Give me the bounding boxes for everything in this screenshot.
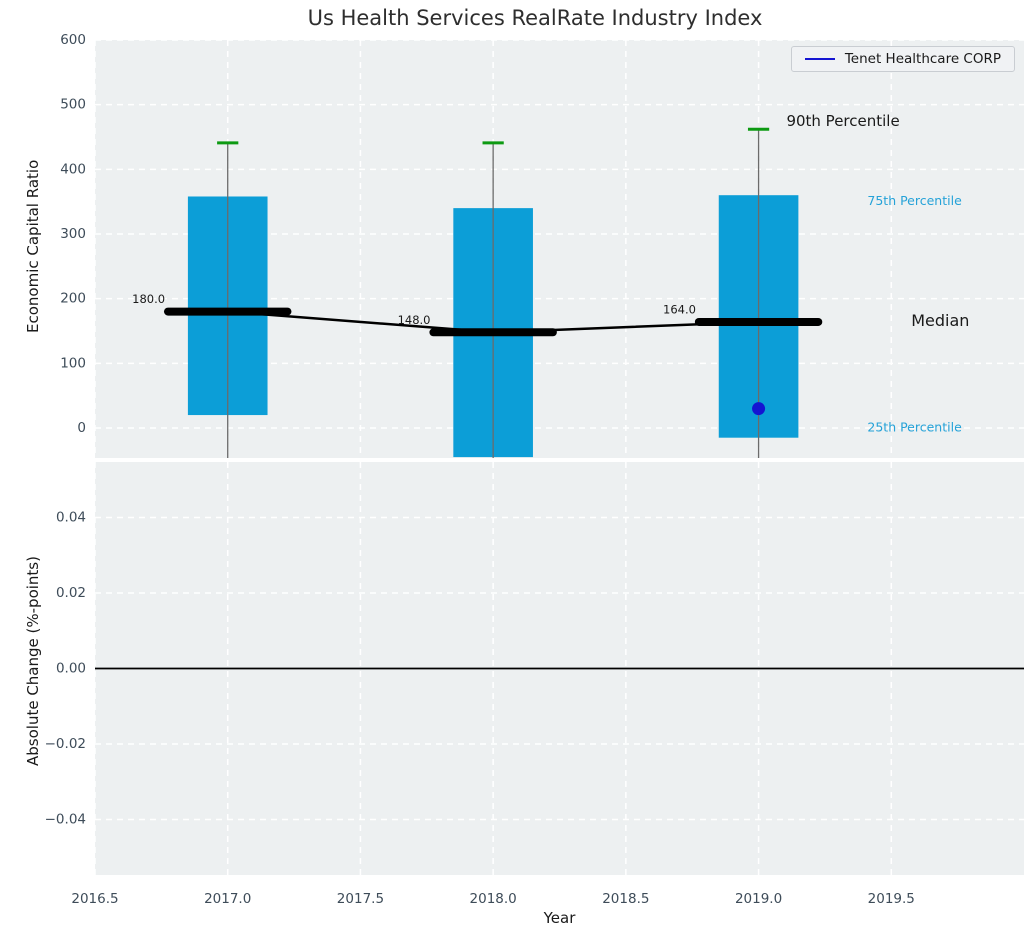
x-tick-label: 2016.5: [71, 891, 118, 907]
x-axis-label: Year: [543, 909, 576, 927]
y-tick-label-bottom: 0.02: [56, 585, 86, 601]
x-tick-label: 2017.5: [337, 891, 384, 907]
legend: Tenet Healthcare CORP: [790, 46, 1015, 72]
x-tick-label: 2018.0: [470, 891, 517, 907]
x-tick-label: 2019.5: [868, 891, 915, 907]
y-tick-label-bottom: −0.02: [45, 736, 86, 752]
y-tick-label-bottom: −0.04: [45, 812, 86, 828]
median-value-label-2017: 180.0: [132, 292, 165, 306]
y-axis-label-top: Economic Capital Ratio: [24, 159, 42, 333]
x-tick-label: 2019.0: [735, 891, 782, 907]
company-point: [752, 402, 766, 416]
y-tick-label-top: 500: [60, 97, 86, 113]
y-tick-label-top: 100: [60, 355, 86, 371]
median-value-label-2018: 148.0: [398, 313, 431, 327]
x-tick-label: 2018.5: [602, 891, 649, 907]
x-tick-label: 2017.0: [204, 891, 251, 907]
annotation-label: Median: [911, 311, 969, 330]
y-tick-label-top: 600: [60, 32, 86, 48]
median-value-label-2019: 164.0: [663, 302, 696, 316]
legend-label: Tenet Healthcare CORP: [844, 51, 1001, 67]
y-tick-label-bottom: 0.00: [56, 661, 86, 677]
y-tick-label-top: 300: [60, 226, 86, 242]
annotation-label: 90th Percentile: [786, 112, 899, 130]
y-tick-label-top: 400: [60, 161, 86, 177]
y-axis-label-bottom: Absolute Change (%-points): [24, 556, 42, 766]
y-tick-label-top: 200: [60, 291, 86, 307]
y-tick-label-bottom: 0.04: [56, 509, 86, 525]
legend-line-swatch: [804, 58, 835, 60]
y-tick-label-top: 0: [77, 420, 86, 436]
annotation-label: 25th Percentile: [867, 419, 962, 434]
annotation-label: 75th Percentile: [867, 193, 962, 208]
chart-title: Us Health Services RealRate Industry Ind…: [307, 6, 763, 30]
